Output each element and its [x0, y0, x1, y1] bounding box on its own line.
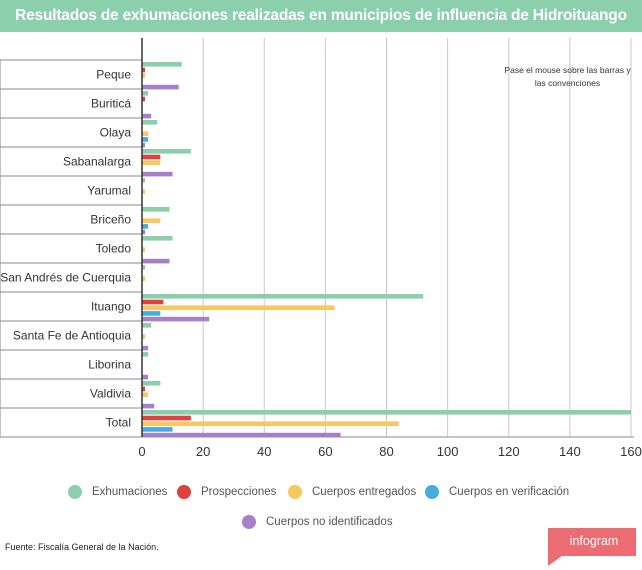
- bar[interactable]: [142, 96, 146, 102]
- category-label: Liborina: [88, 358, 131, 372]
- bar[interactable]: [142, 218, 161, 223]
- bar[interactable]: [142, 305, 335, 310]
- bar[interactable]: [142, 334, 146, 339]
- category-label: Olaya: [100, 126, 132, 140]
- bar[interactable]: [142, 131, 149, 136]
- bar[interactable]: [142, 421, 399, 426]
- bar[interactable]: [142, 311, 161, 316]
- infogram-link[interactable]: infogram: [569, 534, 619, 548]
- bar[interactable]: [142, 73, 146, 78]
- bar[interactable]: [142, 171, 173, 177]
- bar-chart: Peque Buriticá Olaya Sabanalarga Yarumal Bric…: [0, 38, 642, 459]
- bar[interactable]: [142, 381, 161, 386]
- x-tick-label: 40: [257, 444, 271, 459]
- bar[interactable]: [142, 84, 179, 90]
- x-tick-label: 20: [196, 444, 210, 459]
- x-tick-label: 120: [498, 444, 520, 459]
- bar[interactable]: [142, 316, 210, 322]
- bar[interactable]: [142, 154, 161, 160]
- bar[interactable]: [142, 113, 152, 119]
- category-label: Sabanalarga: [63, 155, 131, 169]
- x-tick-label: 60: [318, 444, 332, 459]
- x-tick-label: 160: [620, 444, 642, 459]
- legend-swatch: [242, 515, 256, 529]
- hover-hint: Pase el mouse sobre las barras y las con…: [504, 65, 631, 88]
- bar[interactable]: [142, 229, 146, 235]
- legend-swatch: [68, 485, 82, 499]
- category-label: San Andrés de Cuerquia: [0, 271, 131, 285]
- source-note: Fuente: Fiscalía General de la Nación.: [5, 542, 159, 552]
- bar[interactable]: [142, 137, 149, 142]
- bar[interactable]: [142, 323, 152, 328]
- bar[interactable]: [142, 265, 146, 270]
- x-tick-label: 0: [138, 444, 145, 459]
- bar[interactable]: [142, 178, 146, 183]
- legend-swatch: [425, 485, 439, 499]
- category-label: Valdivia: [90, 387, 131, 401]
- legend-label: Cuerpos no identificados: [266, 516, 393, 528]
- x-tick-label: 80: [379, 444, 393, 459]
- x-tick-label: 100: [437, 444, 459, 459]
- bar[interactable]: [142, 258, 170, 264]
- chart-title: Resultados de exhumaciones realizadas en…: [15, 7, 627, 24]
- category-label: Peque: [96, 68, 131, 82]
- bar[interactable]: [142, 224, 149, 229]
- bar[interactable]: [142, 374, 149, 380]
- category-label: Total: [106, 416, 131, 430]
- bar[interactable]: [142, 236, 173, 241]
- bar[interactable]: [142, 62, 182, 67]
- infogram-badge-shape: [548, 528, 636, 566]
- category-label: Yarumal: [87, 184, 131, 198]
- bar[interactable]: [142, 91, 149, 96]
- category-label: Buriticá: [91, 97, 131, 111]
- legend-item[interactable]: Prospecciones: [177, 482, 276, 502]
- legend-item[interactable]: Cuerpos no identificados: [242, 512, 393, 532]
- bar[interactable]: [142, 189, 146, 194]
- bar[interactable]: [142, 149, 191, 154]
- bar[interactable]: [142, 415, 191, 421]
- legend-item[interactable]: Cuerpos entregados: [288, 482, 416, 502]
- legend-label: Exhumaciones: [92, 486, 168, 498]
- chart-header: [0, 0, 642, 32]
- bar[interactable]: [142, 120, 158, 125]
- category-label: Toledo: [96, 242, 132, 256]
- bar[interactable]: [142, 276, 146, 281]
- category-label: Santa Fe de Antioquia: [13, 329, 131, 343]
- badge-shape: [548, 528, 636, 566]
- bar[interactable]: [142, 386, 146, 392]
- bar[interactable]: [142, 142, 146, 148]
- legend-label: Prospecciones: [201, 486, 277, 498]
- bar[interactable]: [142, 67, 146, 73]
- bar[interactable]: [142, 410, 631, 415]
- bar[interactable]: [142, 392, 149, 397]
- bar[interactable]: [142, 299, 164, 305]
- legend-label: Cuerpos entregados: [312, 486, 417, 498]
- bar[interactable]: [142, 432, 341, 438]
- bar[interactable]: [142, 345, 149, 351]
- legend-label: Cuerpos en verificación: [449, 486, 570, 498]
- bar[interactable]: [142, 294, 424, 299]
- legend-item[interactable]: Cuerpos en verificación: [425, 482, 569, 502]
- category-label: Briceño: [90, 213, 131, 227]
- bar[interactable]: [142, 247, 146, 252]
- bar[interactable]: [142, 352, 149, 357]
- category-label: Ituango: [91, 300, 131, 314]
- bar[interactable]: [142, 403, 155, 409]
- x-tick-label: 140: [559, 444, 581, 459]
- bar[interactable]: [142, 207, 170, 212]
- bar[interactable]: [142, 160, 161, 165]
- legend-item[interactable]: Exhumaciones: [68, 482, 167, 502]
- legend-swatch: [288, 485, 302, 499]
- legend-swatch: [177, 485, 191, 499]
- bar[interactable]: [142, 427, 173, 432]
